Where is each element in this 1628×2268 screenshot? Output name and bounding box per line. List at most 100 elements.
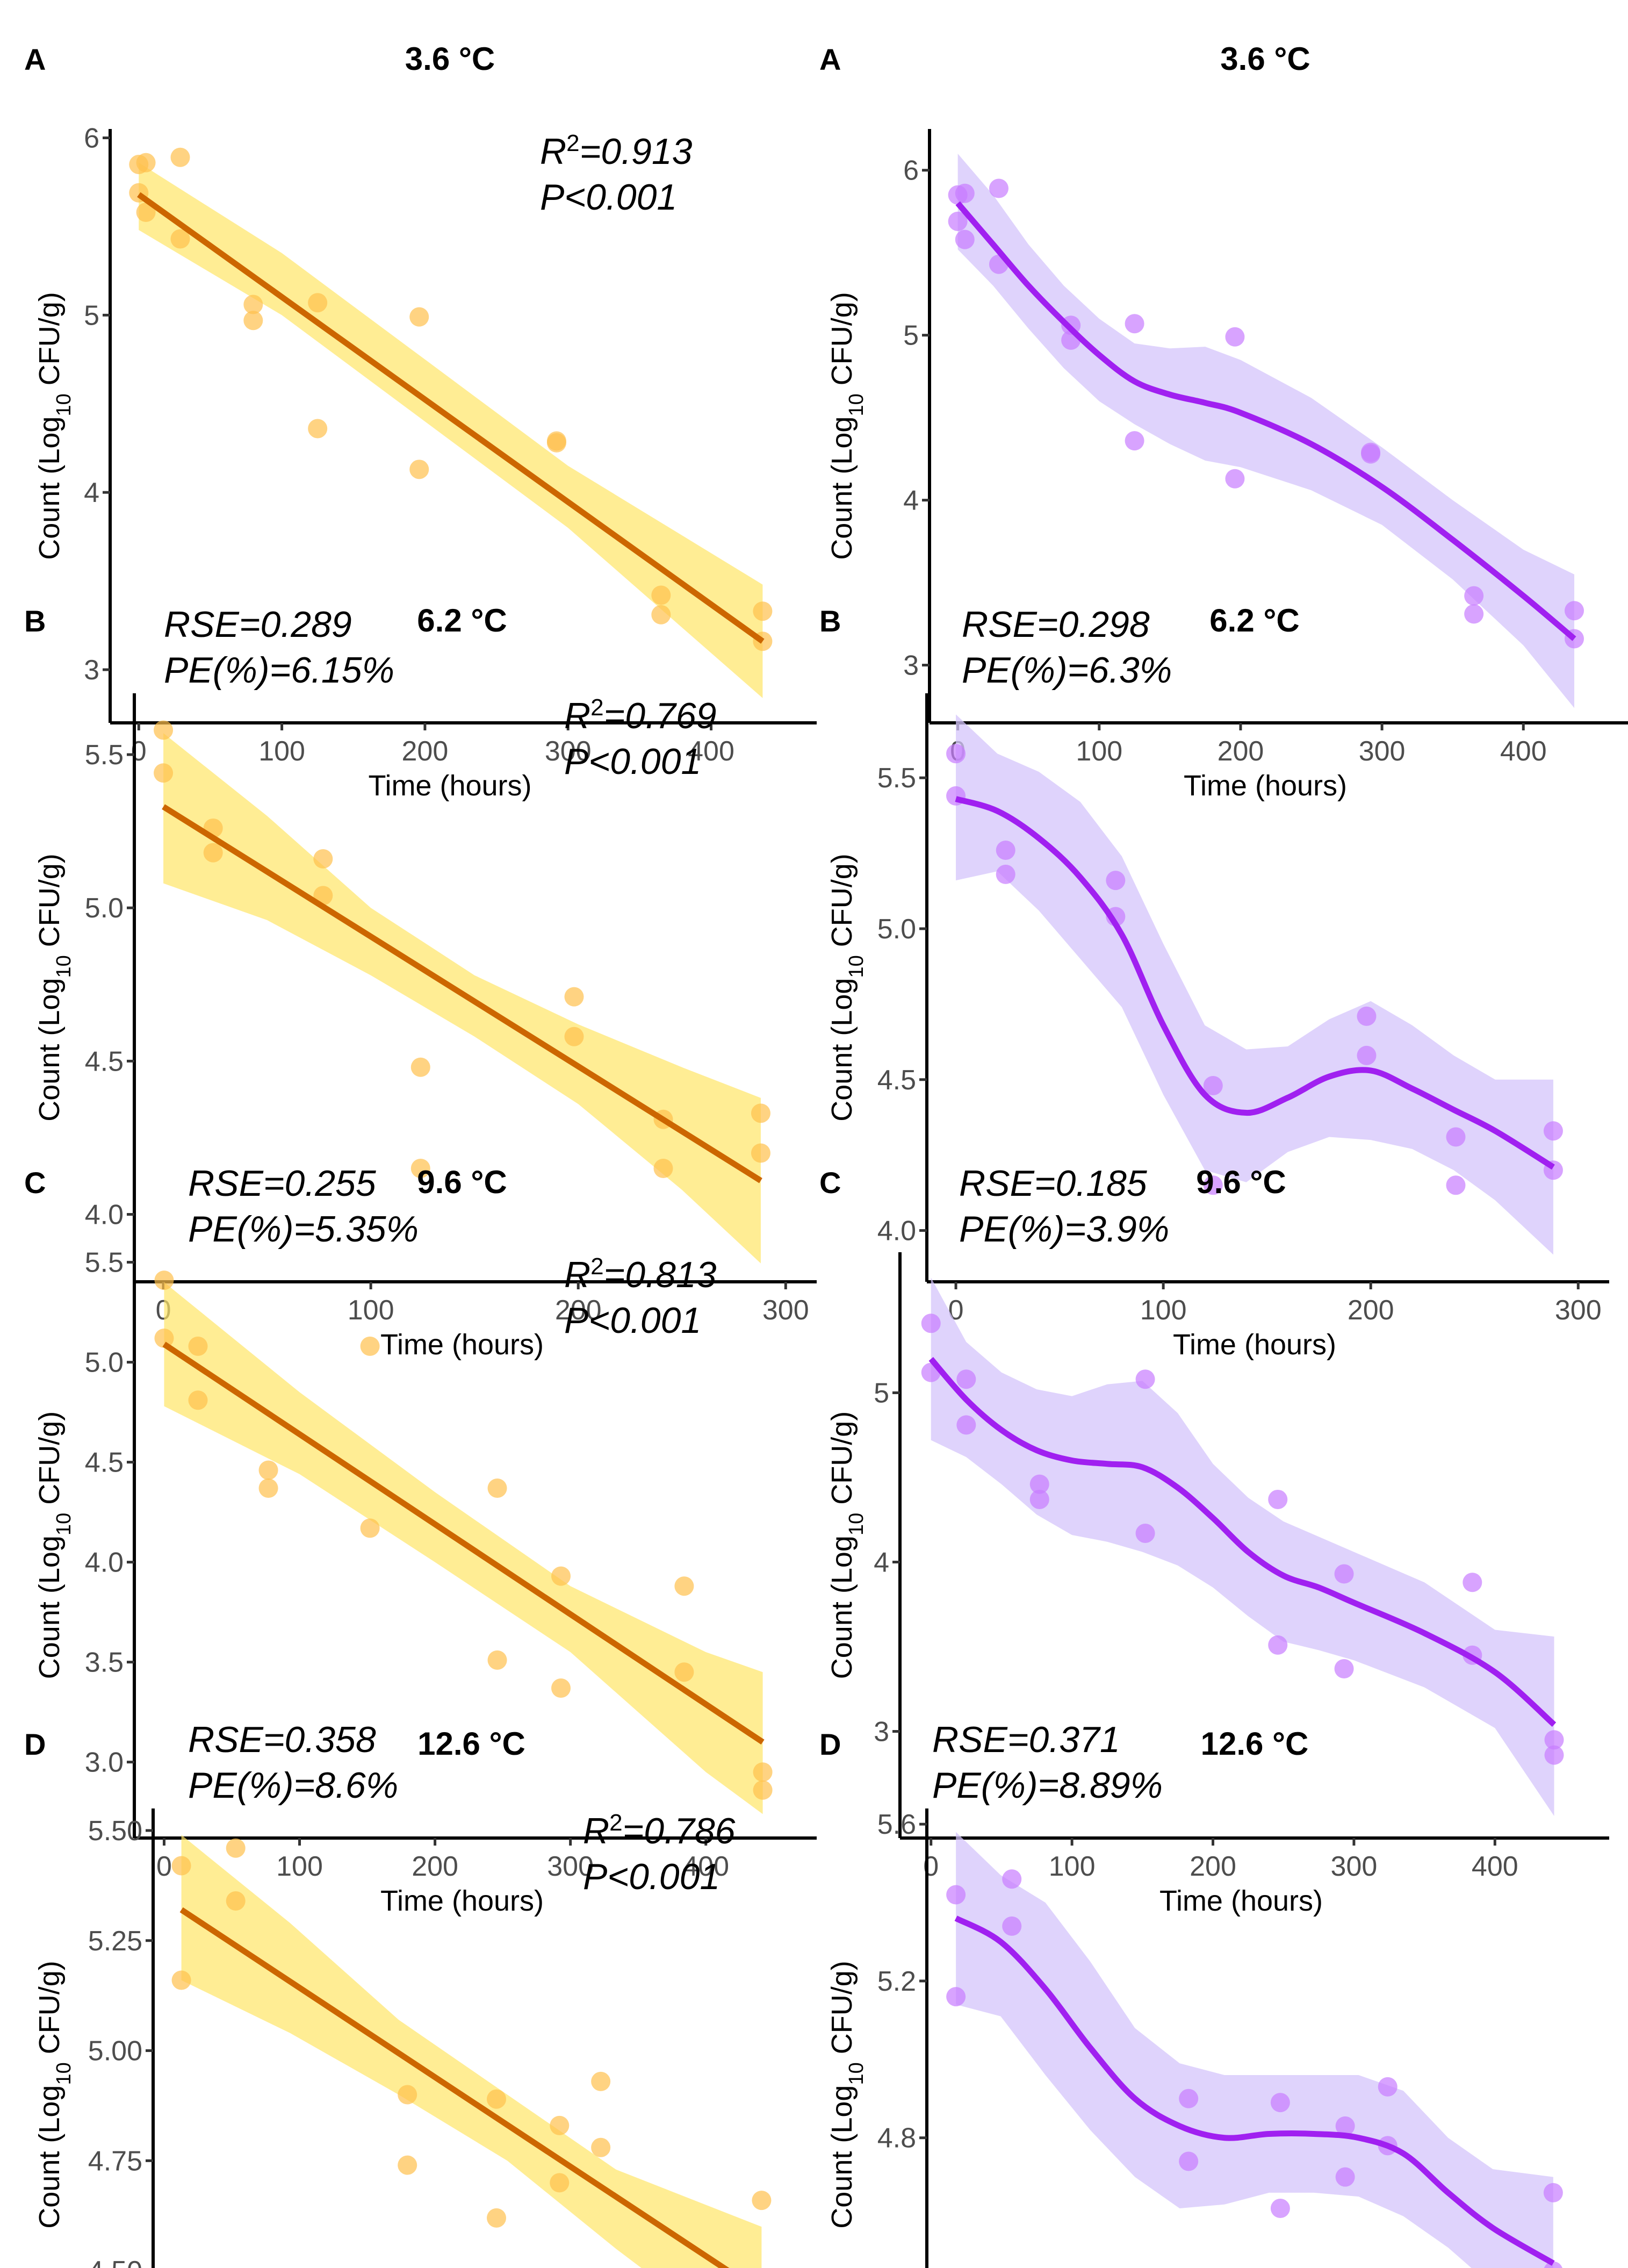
data-point <box>1335 2116 1355 2136</box>
x-axis-title: Time (hours) <box>368 770 531 802</box>
pe-annotation: PE(%)=8.6% <box>188 1765 398 1806</box>
data-point <box>136 203 156 223</box>
data-point <box>1002 1916 1022 1936</box>
panel-letter: A <box>819 42 841 76</box>
y-tick-label: 5 <box>84 300 99 331</box>
panel-title: 9.6 °C <box>1196 1164 1286 1200</box>
panel-title: 6.2 °C <box>417 602 507 638</box>
confidence-band <box>163 733 761 1264</box>
y-tick-label: 4.0 <box>85 1200 124 1231</box>
y-tick-label: 5 <box>874 1377 889 1409</box>
smooth-fit-line <box>955 796 1555 1170</box>
x-axis-title: Time (hours) <box>380 1885 544 1917</box>
y-tick-label: 4.75 <box>88 2145 142 2177</box>
data-point <box>955 183 975 203</box>
panel-title: 3.6 °C <box>405 41 495 77</box>
data-point <box>1463 1573 1482 1592</box>
rse-annotation: RSE=0.157 <box>959 2262 1148 2268</box>
data-point <box>956 1415 976 1435</box>
y-tick-label: 5.6 <box>877 1809 916 1840</box>
y-tick-label: 5.5 <box>85 740 124 771</box>
x-tick-label: 300 <box>547 1851 594 1882</box>
r-squared-annotation: R2=0.913 <box>540 130 693 173</box>
x-tick-label: 400 <box>1472 1851 1518 1882</box>
data-point <box>653 1158 673 1178</box>
y-tick-label: 5.5 <box>877 763 916 794</box>
x-tick-label: 200 <box>555 1295 602 1326</box>
panel-letter: D <box>819 1727 841 1761</box>
pe-annotation: PE(%)=6.3% <box>962 650 1172 691</box>
data-point <box>948 211 968 231</box>
data-point <box>226 1891 246 1911</box>
data-point <box>946 1885 966 1905</box>
y-tick-label: 6 <box>903 155 919 186</box>
x-tick-label: 100 <box>1076 736 1122 767</box>
rse-annotation: RSE=0.163 <box>207 2262 395 2268</box>
panel-title: 3.6 °C <box>1220 41 1310 77</box>
data-point <box>1378 2077 1398 2097</box>
y-tick-label: 4.0 <box>877 1216 916 1247</box>
y-tick-label: 4.8 <box>877 2123 916 2154</box>
x-axis-title: Time (hours) <box>1173 1329 1336 1361</box>
y-tick-label: 4 <box>874 1547 889 1578</box>
panel-letter: C <box>24 1166 46 1200</box>
y-tick-label: 5.25 <box>88 1926 142 1957</box>
data-point <box>996 864 1015 884</box>
data-point <box>1544 1730 1564 1750</box>
data-point <box>409 460 429 479</box>
data-point <box>226 1838 246 1858</box>
p-value-annotation: P<0.001 <box>540 177 677 218</box>
data-point <box>1125 431 1144 451</box>
data-point <box>1357 1045 1377 1065</box>
data-point <box>651 585 671 605</box>
data-point <box>398 2155 417 2175</box>
rse-annotation: RSE=0.289 <box>164 604 352 645</box>
panel-letter: C <box>819 1166 841 1200</box>
rse-annotation: RSE=0.185 <box>959 1163 1147 1204</box>
confidence-band <box>164 1282 763 1814</box>
data-point <box>308 419 328 439</box>
panel-title: 12.6 °C <box>1201 1726 1309 1762</box>
y-tick-label: 4.5 <box>85 1447 124 1478</box>
pe-annotation: PE(%)=6.15% <box>164 650 394 691</box>
data-point <box>751 1143 770 1163</box>
y-axis-title: Count (Log10 CFU/g) <box>33 1411 75 1679</box>
y-tick-label: 3 <box>903 650 919 681</box>
data-point <box>1125 314 1144 334</box>
data-point <box>171 1970 191 1990</box>
y-tick-label: 5 <box>903 320 919 351</box>
data-point <box>551 1678 571 1698</box>
y-axis-title: Count (Log10 CFU/g) <box>826 1961 868 2228</box>
data-point <box>203 843 223 863</box>
x-tick-label: 300 <box>545 736 592 767</box>
data-point <box>1334 1659 1354 1678</box>
data-point <box>1106 871 1126 891</box>
panel-d-smooth: D12.6 °C4.44.85.25.60100200Time (hours)C… <box>819 1726 1563 2268</box>
data-point <box>410 1158 430 1178</box>
data-point <box>946 1987 966 2007</box>
data-point <box>753 601 773 621</box>
data-point <box>591 2137 611 2157</box>
data-point <box>1544 1745 1564 1765</box>
data-point <box>154 1328 174 1348</box>
data-point <box>751 1103 770 1123</box>
x-axis-title: Time (hours) <box>1159 1885 1323 1917</box>
y-tick-label: 4.5 <box>877 1065 916 1096</box>
smooth-fit-line <box>954 1915 1555 2266</box>
data-point <box>360 1336 380 1356</box>
x-tick-label: 300 <box>1359 736 1406 767</box>
data-point <box>1565 601 1584 621</box>
data-point <box>1543 2183 1563 2202</box>
y-tick-label: 4.50 <box>88 2256 142 2268</box>
x-tick-label: 0 <box>156 1851 172 1882</box>
y-tick-label: 4 <box>903 485 919 516</box>
y-axis-title: Count (Log10 CFU/g) <box>826 292 868 559</box>
y-tick-label: 3 <box>84 655 99 686</box>
x-tick-label: 400 <box>682 1851 729 1882</box>
data-point <box>1203 1076 1223 1095</box>
smooth-fit-line <box>928 1357 1557 1727</box>
data-point <box>546 433 566 453</box>
